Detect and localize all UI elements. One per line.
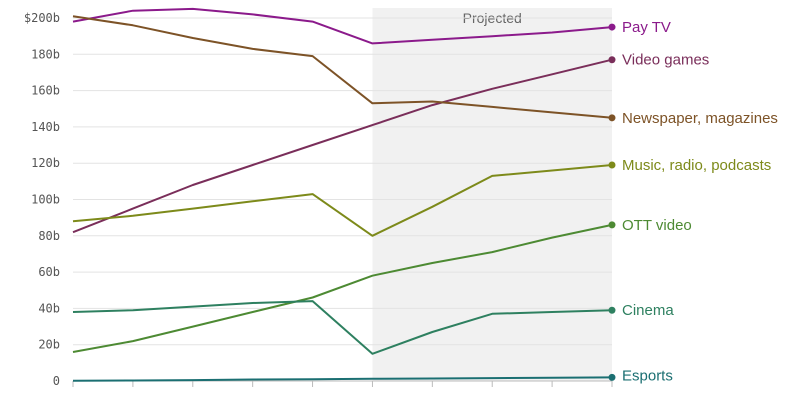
series-line-pay-tv bbox=[72, 7, 613, 45]
series-line-newspaper-magazines bbox=[72, 15, 613, 119]
series-end-point-cinema bbox=[608, 306, 616, 314]
series-label-video-games: Video games bbox=[622, 52, 709, 69]
series-line-video-games bbox=[72, 58, 613, 234]
series-end-point-video-games bbox=[608, 56, 616, 64]
series-end-point-newspaper-magazines bbox=[608, 114, 616, 122]
y-axis: 0 20b 40b 60b 80b 100b 120b 140b 160b 180b $200b bbox=[24, 11, 60, 388]
y-tick-label: 60b bbox=[38, 265, 60, 279]
series-line-ott-video bbox=[72, 223, 613, 353]
y-tick-label: 120b bbox=[31, 156, 60, 170]
series-line-cinema bbox=[72, 300, 613, 355]
series-label-cinema: Cinema bbox=[622, 302, 674, 319]
y-tick-label: 160b bbox=[31, 84, 60, 98]
series-label-newspaper-magazines: Newspaper, magazines bbox=[622, 110, 778, 127]
series-end-point-pay-tv bbox=[608, 23, 616, 31]
series-labels: Pay TV Video games Newspaper, magazines Mus… bbox=[622, 19, 778, 384]
series-label-music-radio-podcasts: Music, radio, podcasts bbox=[622, 157, 771, 174]
series-end-point-ott-video bbox=[608, 221, 616, 229]
series-line-esports bbox=[72, 376, 613, 382]
series-label-pay-tv: Pay TV bbox=[622, 19, 671, 36]
y-tick-label: 100b bbox=[31, 193, 60, 207]
series-label-esports: Esports bbox=[622, 367, 673, 384]
series-end-point-music-radio-podcasts bbox=[608, 161, 616, 169]
y-tick-label: 140b bbox=[31, 120, 60, 134]
y-tick-label: 180b bbox=[31, 47, 60, 61]
series-lines bbox=[72, 7, 616, 382]
y-tick-label: 80b bbox=[38, 229, 60, 243]
y-tick-label: 20b bbox=[38, 338, 60, 352]
y-tick-label: 40b bbox=[38, 301, 60, 315]
gridlines bbox=[73, 17, 612, 382]
series-line-music-radio-podcasts bbox=[72, 164, 613, 237]
series-label-ott-video: OTT video bbox=[622, 217, 692, 234]
y-tick-label: $200b bbox=[24, 11, 60, 25]
projected-region bbox=[372, 8, 612, 381]
series-end-point-esports bbox=[608, 373, 616, 381]
y-tick-label: 0 bbox=[53, 374, 60, 388]
x-axis-ticks bbox=[72, 381, 613, 387]
